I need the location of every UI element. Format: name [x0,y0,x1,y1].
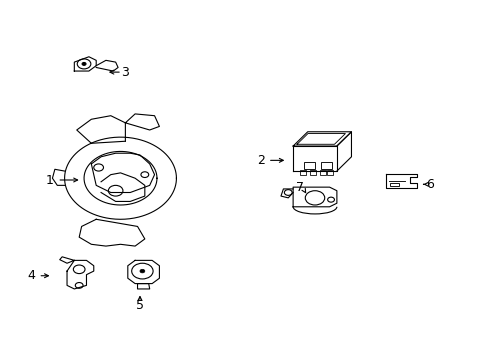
Bar [300,170,305,175]
Text: 7: 7 [296,181,304,194]
Bar [309,170,315,175]
Text: 6: 6 [426,178,433,191]
Text: 1: 1 [46,174,54,186]
Text: 5: 5 [136,299,143,312]
Text: 3: 3 [121,66,129,78]
Bar [319,170,325,175]
Text: 2: 2 [257,154,265,167]
Text: 4: 4 [27,269,36,282]
Circle shape [140,269,144,273]
Circle shape [82,63,86,65]
Bar [326,170,332,175]
Bar [304,162,314,169]
Bar [320,162,331,169]
Bar [389,183,398,186]
